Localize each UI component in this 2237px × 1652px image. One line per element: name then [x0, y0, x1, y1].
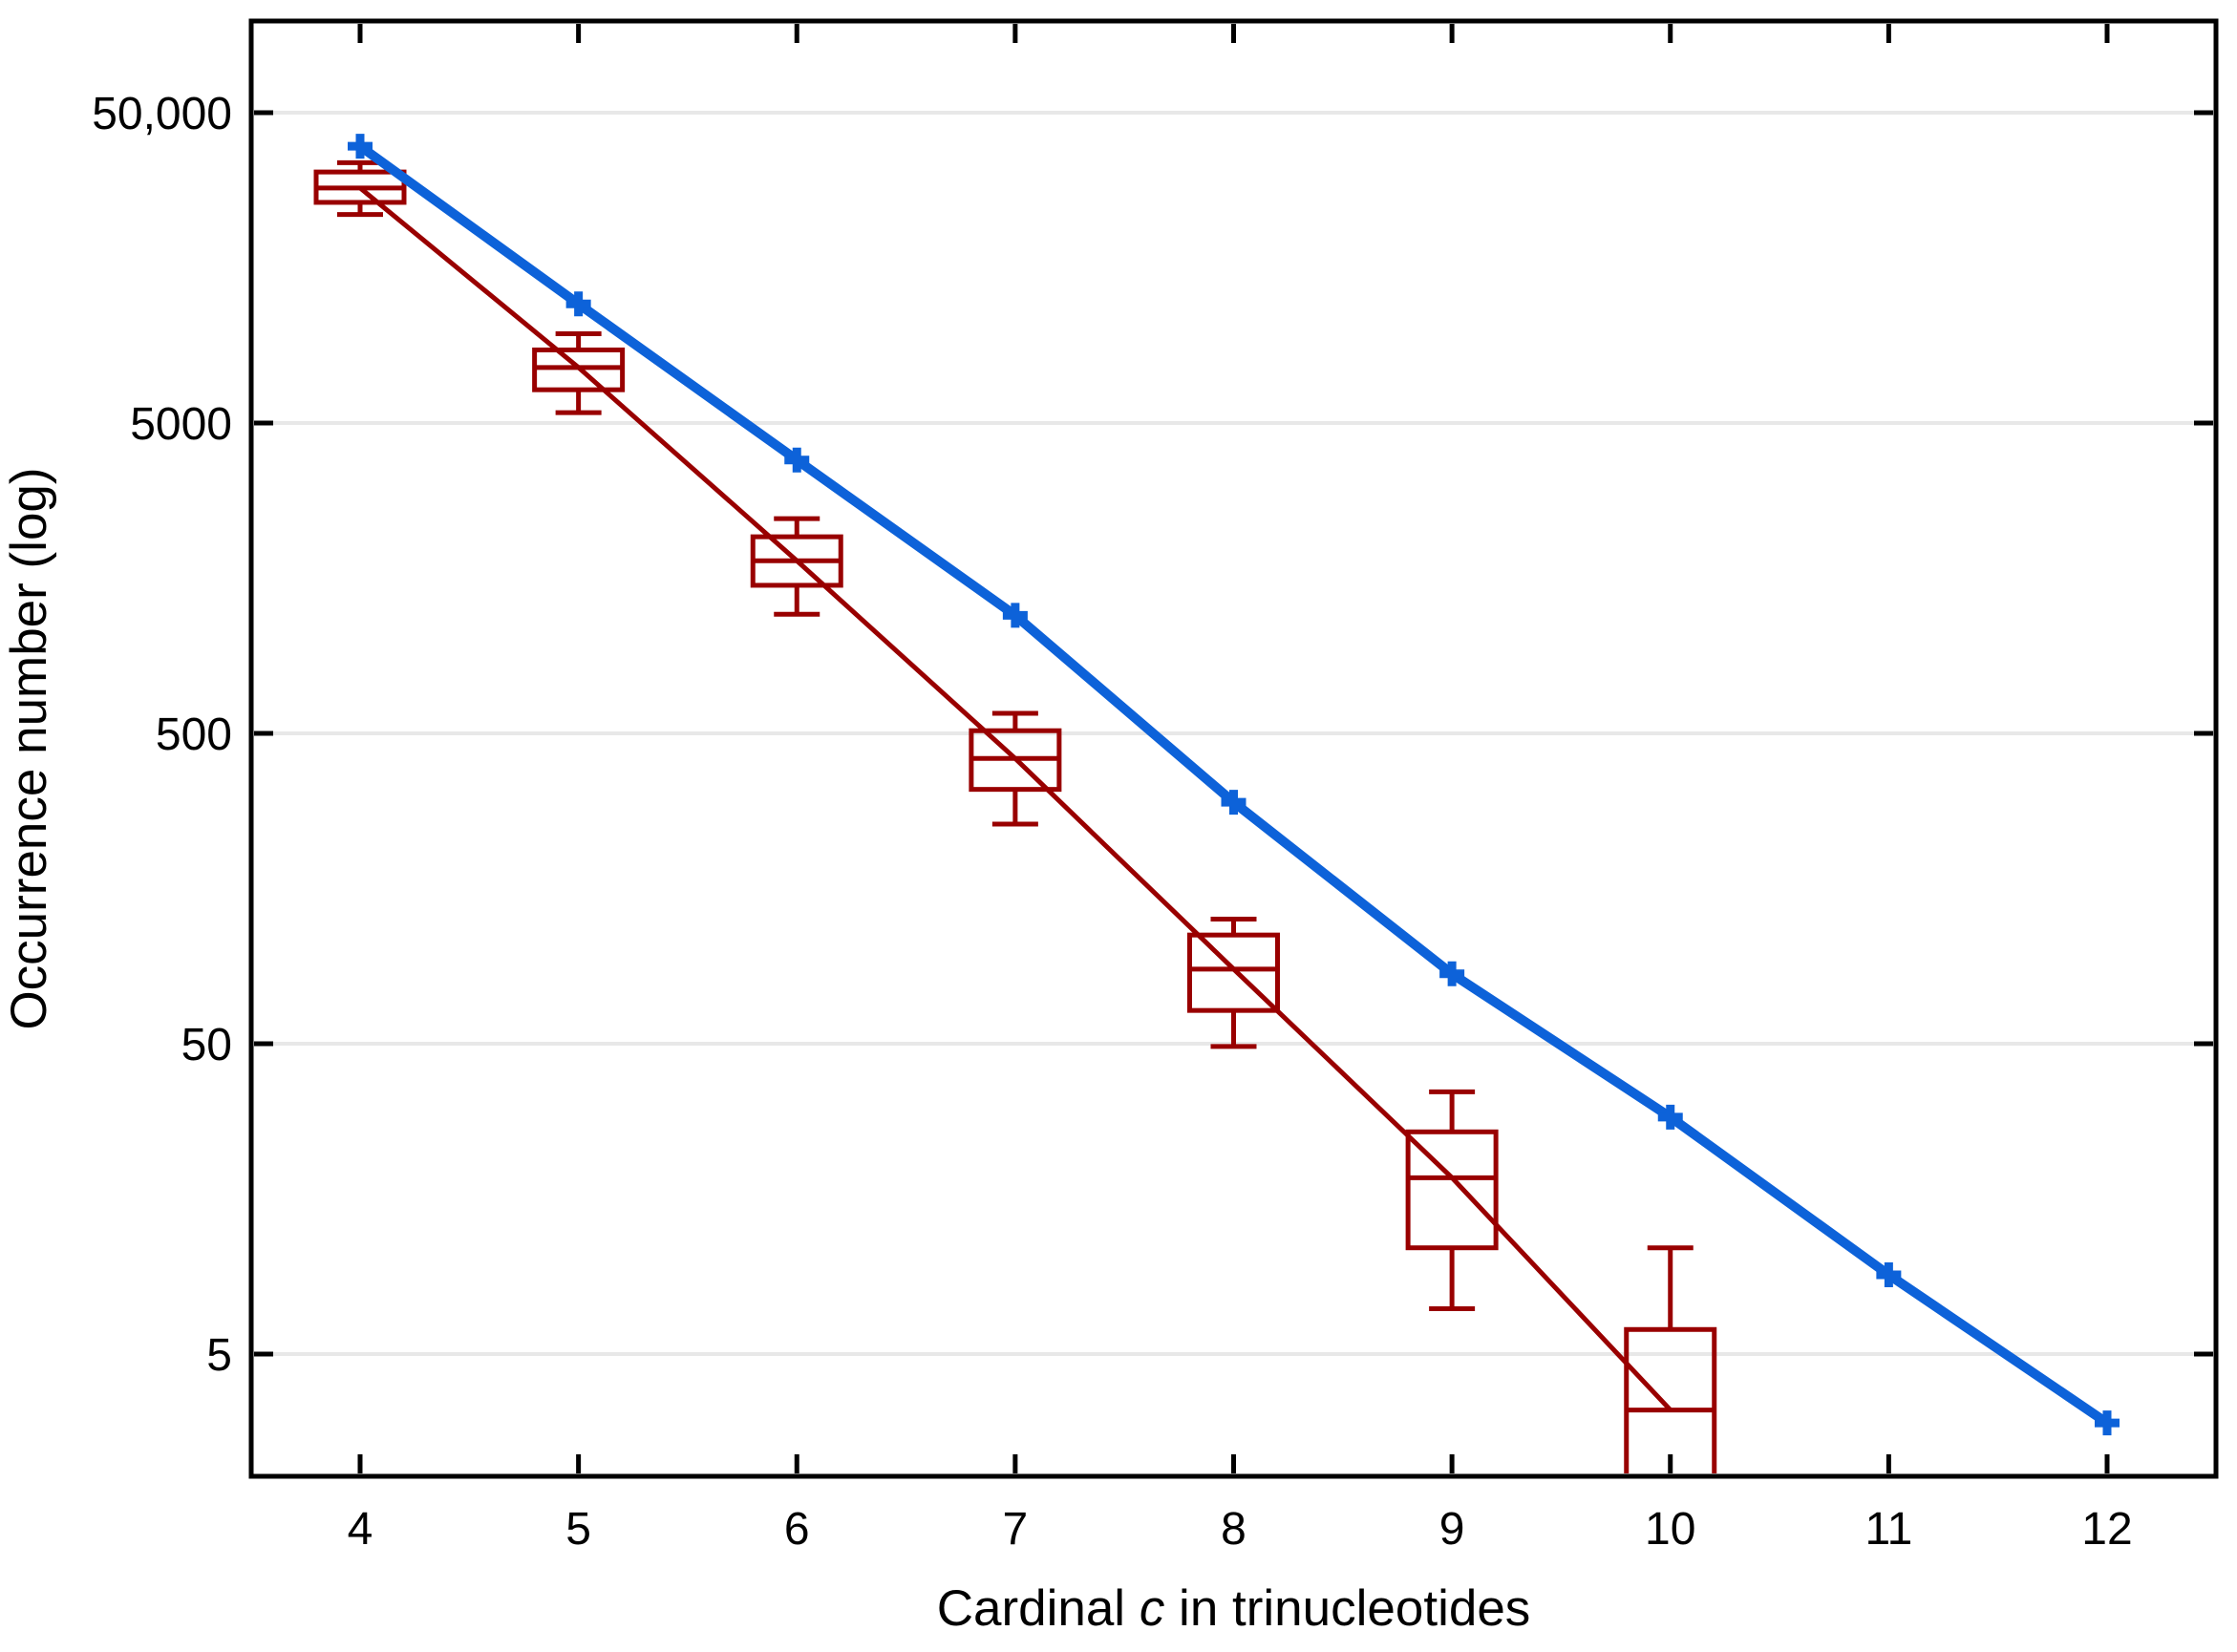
x-tick-label-5: 5: [565, 1504, 591, 1555]
y-tick-label-50000: 50,000: [92, 89, 232, 139]
plot-frame: [248, 18, 2219, 1479]
x-tick-label-12: 12: [2081, 1504, 2132, 1555]
x-axis-title: Cardinal c in trinucleotides: [937, 1580, 1531, 1637]
x-tick-label-6: 6: [784, 1504, 810, 1555]
x-axis-title-part: Cardinal: [937, 1580, 1140, 1637]
x-axis-title-part: c: [1140, 1580, 1165, 1637]
plus-marker-c10: [1657, 1104, 1683, 1130]
box-plot-c5: [532, 330, 626, 415]
plus-marker-c11: [1876, 1262, 1902, 1288]
plus-marker-c12: [2095, 1410, 2120, 1436]
gridlines: 50,000 5000 500 50 5: [92, 89, 2213, 1381]
x-tick-label-10: 10: [1645, 1504, 1695, 1555]
plus-marker-c5: [565, 291, 591, 317]
x-tick-label-4: 4: [348, 1504, 373, 1555]
plus-marker-c6: [784, 447, 810, 473]
x-axis-title-part: in trinucleotides: [1164, 1580, 1530, 1637]
plot-data: [313, 134, 2120, 1473]
plus-marker-c4: [348, 134, 373, 159]
x-axis-ticks: 4 5 6 7 8 9 10 11 12: [348, 24, 2133, 1555]
plus-marker-c7: [1002, 603, 1028, 628]
x-tick-label-8: 8: [1221, 1504, 1246, 1555]
box-plot-c8: [1187, 917, 1280, 1049]
x-tick-label-9: 9: [1439, 1504, 1465, 1555]
box-plot-c6: [750, 516, 843, 617]
box-plot-c9: [1405, 1089, 1499, 1312]
y-tick-label-5000: 5000: [130, 399, 232, 450]
plus-marker-c8: [1221, 790, 1246, 815]
plus-marker-c9: [1439, 961, 1465, 986]
y-axis-title: Occurrence number (log): [1, 467, 57, 1029]
x-tick-label-7: 7: [1003, 1504, 1029, 1555]
box-plot-c7: [969, 710, 1062, 827]
box-plot-c4: [313, 159, 407, 218]
y-tick-label-5: 5: [206, 1330, 232, 1381]
y-tick-label-500: 500: [156, 710, 232, 760]
box-plot-c10: [1624, 1245, 1717, 1473]
x-tick-label-11: 11: [1864, 1504, 1912, 1555]
y-tick-label-50: 50: [181, 1020, 232, 1070]
